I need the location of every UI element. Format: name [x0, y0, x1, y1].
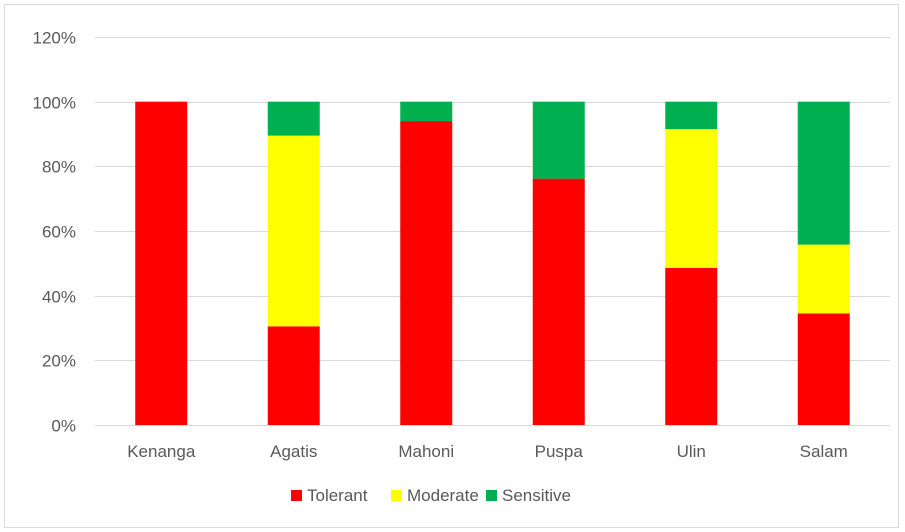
x-tick-label: Mahoni: [398, 442, 454, 461]
y-tick-label: 100%: [33, 94, 76, 113]
bar-segment-tolerant: [532, 178, 585, 425]
bar-segment-tolerant: [665, 267, 718, 425]
x-tick-label: Agatis: [270, 442, 317, 461]
bar-stack-mahoni: [400, 101, 453, 426]
bars: [135, 101, 850, 426]
legend-label: Moderate: [407, 486, 479, 505]
y-tick-label: 20%: [42, 352, 76, 371]
legend-item-moderate: Moderate: [391, 486, 479, 505]
bar-segment-moderate: [797, 244, 850, 314]
bar-stack-ulin: [665, 101, 718, 425]
bar-segment-tolerant: [400, 121, 453, 426]
bar-segment-sensitive: [665, 101, 718, 130]
bar-stack-agatis: [267, 101, 320, 425]
x-tick-label: Puspa: [535, 442, 584, 461]
bar-segment-sensitive: [267, 101, 320, 136]
legend-swatch: [291, 490, 302, 501]
bar-segment-moderate: [267, 135, 320, 327]
x-tick-label: Kenanga: [127, 442, 196, 461]
y-tick-label: 60%: [42, 223, 76, 242]
bar-stack-puspa: [532, 101, 585, 425]
bar-segment-sensitive: [400, 101, 453, 122]
gridlines: [95, 37, 890, 426]
legend-item-sensitive: Sensitive: [486, 486, 571, 505]
bar-segment-moderate: [665, 129, 718, 268]
bar-segment-sensitive: [532, 101, 585, 179]
y-tick-label: 120%: [33, 29, 76, 48]
x-tick-label: Ulin: [677, 442, 706, 461]
bar-segment-tolerant: [135, 101, 188, 426]
y-tick-label: 0%: [51, 417, 76, 436]
y-axis-ticks: 0% 20% 40% 60% 80% 100% 120%: [33, 29, 76, 436]
bar-segment-tolerant: [267, 326, 320, 425]
chart-area: 0% 20% 40% 60% 80% 100% 120% Kenanga Agatis Maho…: [4, 4, 899, 528]
bar-segment-sensitive: [797, 101, 850, 245]
bar-stack-kenanga: [135, 101, 188, 426]
legend-swatch: [486, 490, 497, 501]
bar-stack-salam: [797, 101, 850, 425]
legend-item-tolerant: Tolerant: [291, 486, 368, 505]
legend: Tolerant Moderate Sensitive: [291, 486, 571, 505]
y-tick-label: 40%: [42, 288, 76, 307]
legend-label: Sensitive: [502, 486, 571, 505]
legend-label: Tolerant: [307, 486, 368, 505]
y-tick-label: 80%: [42, 158, 76, 177]
x-axis-ticks: Kenanga Agatis Mahoni Puspa Ulin Salam: [127, 442, 848, 461]
bar-segment-tolerant: [797, 313, 850, 425]
x-tick-label: Salam: [800, 442, 848, 461]
stacked-bar-chart: 0% 20% 40% 60% 80% 100% 120% Kenanga Agatis Maho…: [33, 29, 890, 505]
legend-swatch: [391, 490, 402, 501]
